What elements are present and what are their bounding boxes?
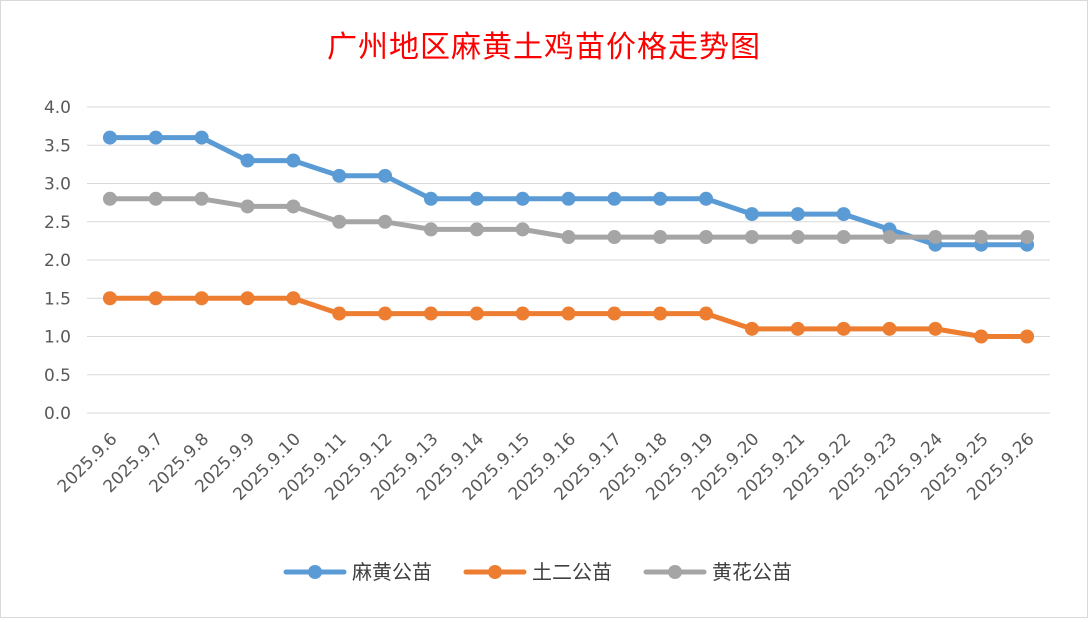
data-point bbox=[607, 230, 622, 245]
data-point bbox=[469, 306, 484, 321]
y-tick-label: 1.5 bbox=[44, 289, 71, 309]
data-point bbox=[515, 222, 530, 237]
data-point bbox=[240, 153, 255, 168]
data-point bbox=[607, 306, 622, 321]
data-point bbox=[469, 222, 484, 237]
data-point bbox=[790, 230, 805, 245]
data-point bbox=[102, 191, 117, 206]
data-point bbox=[699, 191, 714, 206]
data-point bbox=[423, 306, 438, 321]
data-point bbox=[653, 306, 668, 321]
data-point bbox=[653, 191, 668, 206]
data-point bbox=[790, 207, 805, 222]
data-point bbox=[332, 214, 347, 229]
y-tick-label: 4.0 bbox=[44, 98, 71, 118]
legend-label: 麻黄公苗 bbox=[352, 560, 432, 584]
data-point bbox=[148, 291, 163, 306]
data-point bbox=[882, 321, 897, 336]
data-point bbox=[240, 199, 255, 214]
data-point bbox=[148, 191, 163, 206]
data-point bbox=[974, 230, 989, 245]
y-tick-label: 1.0 bbox=[44, 328, 71, 348]
y-tick-label: 2.5 bbox=[44, 213, 71, 233]
data-point bbox=[1020, 329, 1035, 344]
legend-marker bbox=[668, 565, 682, 579]
data-point bbox=[378, 168, 393, 183]
chart-title: 广州地区麻黄土鸡苗价格走势图 bbox=[327, 30, 761, 65]
data-point bbox=[653, 230, 668, 245]
data-point bbox=[790, 321, 805, 336]
legend-marker bbox=[308, 565, 322, 579]
legend-label: 土二公苗 bbox=[532, 560, 612, 584]
data-point bbox=[744, 230, 759, 245]
data-point bbox=[194, 291, 209, 306]
data-point bbox=[240, 291, 255, 306]
y-tick-label: 3.0 bbox=[44, 175, 71, 195]
data-point bbox=[148, 130, 163, 145]
data-point bbox=[286, 199, 301, 214]
data-point bbox=[928, 230, 943, 245]
data-point bbox=[332, 306, 347, 321]
data-point bbox=[836, 230, 851, 245]
data-point bbox=[1020, 230, 1035, 245]
data-point bbox=[423, 222, 438, 237]
data-point bbox=[561, 191, 576, 206]
data-point bbox=[469, 191, 484, 206]
data-point bbox=[286, 291, 301, 306]
y-tick-label: 3.5 bbox=[44, 136, 71, 156]
legend-marker bbox=[488, 565, 502, 579]
data-point bbox=[102, 291, 117, 306]
data-point bbox=[699, 230, 714, 245]
data-point bbox=[194, 130, 209, 145]
data-point bbox=[882, 230, 897, 245]
data-point bbox=[561, 230, 576, 245]
y-tick-label: 0.0 bbox=[44, 404, 71, 424]
data-point bbox=[332, 168, 347, 183]
data-point bbox=[102, 130, 117, 145]
data-point bbox=[515, 191, 530, 206]
data-point bbox=[607, 191, 622, 206]
data-point bbox=[378, 214, 393, 229]
data-point bbox=[744, 321, 759, 336]
data-point bbox=[836, 207, 851, 222]
data-point bbox=[561, 306, 576, 321]
data-point bbox=[515, 306, 530, 321]
data-point bbox=[974, 329, 989, 344]
data-point bbox=[699, 306, 714, 321]
legend-label: 黄花公苗 bbox=[712, 560, 792, 584]
data-point bbox=[378, 306, 393, 321]
y-tick-label: 2.0 bbox=[44, 251, 71, 271]
data-point bbox=[836, 321, 851, 336]
y-tick-label: 0.5 bbox=[44, 366, 71, 386]
data-point bbox=[928, 321, 943, 336]
data-point bbox=[194, 191, 209, 206]
data-point bbox=[423, 191, 438, 206]
data-point bbox=[744, 207, 759, 222]
data-point bbox=[286, 153, 301, 168]
